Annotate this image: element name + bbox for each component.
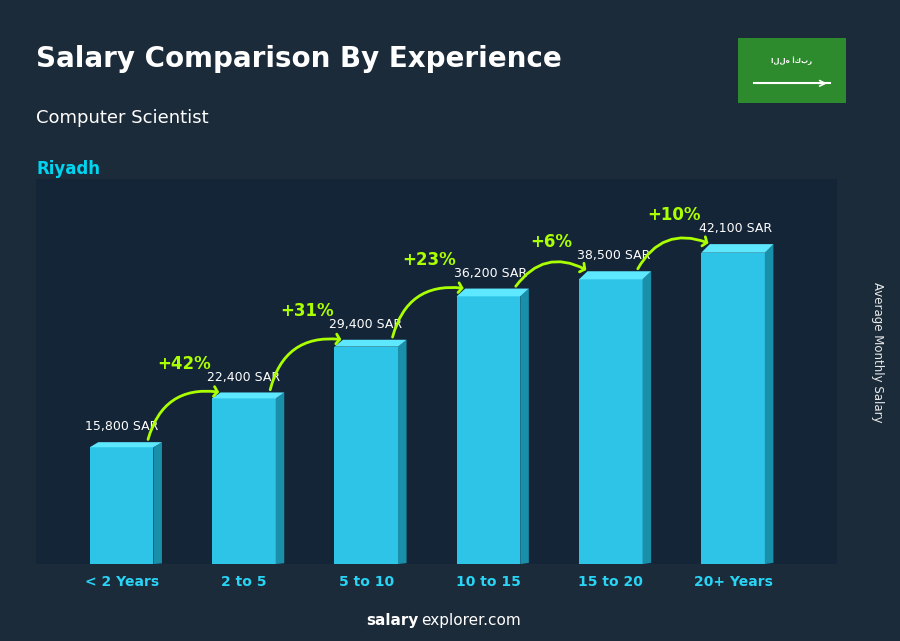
Text: +31%: +31% [280, 302, 334, 320]
Polygon shape [520, 288, 529, 564]
Text: +42%: +42% [158, 354, 212, 372]
Polygon shape [153, 442, 162, 564]
Text: 42,100 SAR: 42,100 SAR [698, 222, 772, 235]
Text: +6%: +6% [530, 233, 572, 251]
Text: 22,400 SAR: 22,400 SAR [207, 370, 280, 383]
Polygon shape [212, 392, 284, 399]
Polygon shape [765, 244, 773, 564]
Polygon shape [456, 288, 529, 296]
Text: 38,500 SAR: 38,500 SAR [577, 249, 650, 262]
Polygon shape [701, 253, 765, 564]
Text: Computer Scientist: Computer Scientist [36, 109, 209, 127]
Polygon shape [90, 447, 153, 564]
Text: 29,400 SAR: 29,400 SAR [329, 318, 402, 331]
Text: salary: salary [366, 613, 418, 628]
Text: 36,200 SAR: 36,200 SAR [454, 267, 527, 279]
Polygon shape [90, 442, 162, 447]
Polygon shape [701, 244, 773, 253]
Text: Riyadh: Riyadh [36, 160, 100, 178]
Text: +23%: +23% [402, 251, 456, 269]
Polygon shape [643, 271, 651, 564]
Polygon shape [275, 392, 284, 564]
Polygon shape [335, 340, 407, 347]
Polygon shape [579, 279, 643, 564]
Text: 15,800 SAR: 15,800 SAR [85, 420, 158, 433]
Polygon shape [212, 399, 275, 564]
Polygon shape [456, 296, 520, 564]
Text: الله أكبر: الله أكبر [771, 56, 813, 65]
Text: Average Monthly Salary: Average Monthly Salary [871, 282, 884, 423]
Text: explorer.com: explorer.com [421, 613, 521, 628]
Polygon shape [335, 347, 398, 564]
Polygon shape [398, 340, 407, 564]
Polygon shape [579, 271, 651, 279]
Text: +10%: +10% [647, 206, 700, 224]
Text: Salary Comparison By Experience: Salary Comparison By Experience [36, 45, 562, 73]
